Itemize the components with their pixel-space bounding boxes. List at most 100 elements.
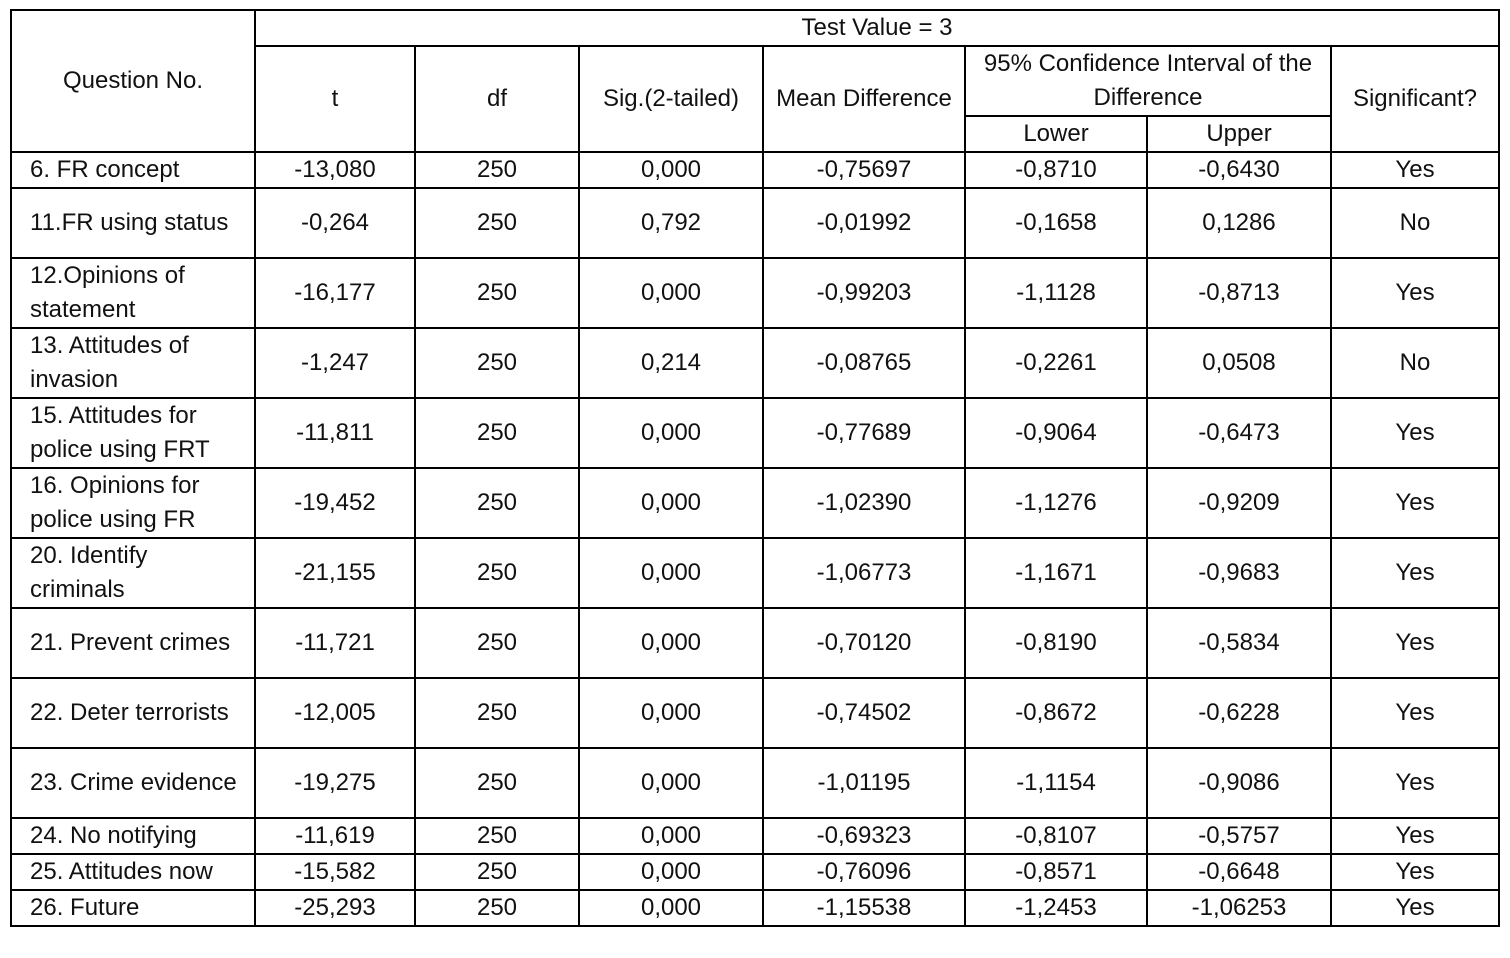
cell-df: 250 <box>414 397 580 469</box>
cell-sig: 0,000 <box>578 853 764 891</box>
cell-significant: Yes <box>1330 151 1500 189</box>
cell-significant: Yes <box>1330 607 1500 679</box>
table-row: 21. Prevent crimes -11,721 250 0,000 -0,7012… <box>10 607 1500 679</box>
cell-df: 250 <box>414 467 580 539</box>
cell-mean-difference: -0,69323 <box>762 817 966 855</box>
cell-t: -19,452 <box>254 467 416 539</box>
cell-question: 21. Prevent crimes <box>10 607 256 679</box>
cell-sig: 0,000 <box>578 257 764 329</box>
table-row: 26. Future -25,293 250 0,000 -1,15538 -1,2453… <box>10 889 1500 927</box>
cell-upper: -0,9683 <box>1146 537 1332 609</box>
table-row: 12.Opinions of statement -16,177 250 0,000-… <box>10 257 1500 329</box>
cell-lower: -1,1128 <box>964 257 1148 329</box>
cell-sig: 0,792 <box>578 187 764 259</box>
cell-upper: -0,5757 <box>1146 817 1332 855</box>
cell-upper: -0,6473 <box>1146 397 1332 469</box>
cell-significant: Yes <box>1330 853 1500 891</box>
cell-mean-difference: -0,76096 <box>762 853 966 891</box>
cell-question: 24. No notifying <box>10 817 256 855</box>
cell-lower: -0,8107 <box>964 817 1148 855</box>
cell-mean-difference: -0,74502 <box>762 677 966 749</box>
cell-df: 250 <box>414 817 580 855</box>
cell-significant: Yes <box>1330 537 1500 609</box>
cell-t: -13,080 <box>254 151 416 189</box>
header-df: df <box>414 45 580 153</box>
cell-lower: -1,1154 <box>964 747 1148 819</box>
cell-question: 25. Attitudes now <box>10 853 256 891</box>
cell-df: 250 <box>414 889 580 927</box>
cell-sig: 0,000 <box>578 747 764 819</box>
header-mean-difference: Mean Difference <box>762 45 966 153</box>
table-row: 22. Deter terrorists -12,005 250 0,000 -0,74… <box>10 677 1500 749</box>
cell-upper: -0,8713 <box>1146 257 1332 329</box>
cell-t: -11,721 <box>254 607 416 679</box>
table-body: 6. FR concept -13,080 250 0,000 -0,75697 -0,8… <box>10 151 1500 927</box>
table-row: 13. Attitudes of invasion -1,247 250 0,214-… <box>10 327 1500 399</box>
header-test-value: Test Value = 3 <box>254 9 1500 47</box>
table-row: 6. FR concept -13,080 250 0,000 -0,75697 -0,8… <box>10 151 1500 189</box>
cell-df: 250 <box>414 151 580 189</box>
one-sample-t-test-table: Question No. Test Value = 3 t df Sig.(2-… <box>10 9 1500 927</box>
cell-df: 250 <box>414 187 580 259</box>
cell-df: 250 <box>414 747 580 819</box>
table-header: Question No. Test Value = 3 t df Sig.(2-… <box>10 9 1500 153</box>
cell-lower: -0,8190 <box>964 607 1148 679</box>
cell-upper: -0,5834 <box>1146 607 1332 679</box>
table-row: 20. Identify criminals -21,155 250 0,000 -1,… <box>10 537 1500 609</box>
cell-question: 23. Crime evidence <box>10 747 256 819</box>
header-lower: Lower <box>964 115 1148 153</box>
cell-question: 20. Identify criminals <box>10 537 256 609</box>
cell-mean-difference: -0,70120 <box>762 607 966 679</box>
cell-t: -12,005 <box>254 677 416 749</box>
cell-lower: -1,1276 <box>964 467 1148 539</box>
table-row: 25. Attitudes now -15,582 250 0,000 -0,76096… <box>10 853 1500 891</box>
cell-t: -21,155 <box>254 537 416 609</box>
cell-significant: Yes <box>1330 747 1500 819</box>
cell-significant: Yes <box>1330 817 1500 855</box>
cell-lower: -1,2453 <box>964 889 1148 927</box>
cell-question: 22. Deter terrorists <box>10 677 256 749</box>
cell-significant: Yes <box>1330 889 1500 927</box>
cell-upper: 0,1286 <box>1146 187 1332 259</box>
header-upper: Upper <box>1146 115 1332 153</box>
cell-mean-difference: -0,08765 <box>762 327 966 399</box>
cell-df: 250 <box>414 537 580 609</box>
cell-t: -11,811 <box>254 397 416 469</box>
cell-t: -11,619 <box>254 817 416 855</box>
cell-t: -1,247 <box>254 327 416 399</box>
cell-sig: 0,000 <box>578 677 764 749</box>
header-confidence-interval: 95% Confidence Interval of the Differenc… <box>964 45 1332 117</box>
cell-t: -16,177 <box>254 257 416 329</box>
cell-lower: -0,8710 <box>964 151 1148 189</box>
cell-mean-difference: -1,06773 <box>762 537 966 609</box>
cell-mean-difference: -1,02390 <box>762 467 966 539</box>
cell-upper: 0,0508 <box>1146 327 1332 399</box>
table-row: 15. Attitudes for police using FRT -11,81… <box>10 397 1500 469</box>
cell-lower: -1,1671 <box>964 537 1148 609</box>
cell-question: 11.FR using status <box>10 187 256 259</box>
cell-lower: -0,1658 <box>964 187 1148 259</box>
cell-mean-difference: -0,01992 <box>762 187 966 259</box>
cell-significant: No <box>1330 327 1500 399</box>
cell-upper: -0,6648 <box>1146 853 1332 891</box>
cell-mean-difference: -1,15538 <box>762 889 966 927</box>
cell-t: -25,293 <box>254 889 416 927</box>
cell-df: 250 <box>414 327 580 399</box>
cell-question: 6. FR concept <box>10 151 256 189</box>
cell-df: 250 <box>414 677 580 749</box>
table-row: 11.FR using status -0,264 250 0,792 -0,01992… <box>10 187 1500 259</box>
cell-significant: Yes <box>1330 467 1500 539</box>
cell-mean-difference: -1,01195 <box>762 747 966 819</box>
cell-upper: -0,9209 <box>1146 467 1332 539</box>
header-significant: Significant? <box>1330 45 1500 153</box>
cell-significant: Yes <box>1330 677 1500 749</box>
cell-upper: -0,9086 <box>1146 747 1332 819</box>
cell-lower: -0,9064 <box>964 397 1148 469</box>
cell-sig: 0,000 <box>578 889 764 927</box>
cell-question: 13. Attitudes of invasion <box>10 327 256 399</box>
cell-df: 250 <box>414 853 580 891</box>
table-row: 16. Opinions for police using FR -19,452 2… <box>10 467 1500 539</box>
header-t: t <box>254 45 416 153</box>
cell-sig: 0,000 <box>578 467 764 539</box>
cell-df: 250 <box>414 257 580 329</box>
